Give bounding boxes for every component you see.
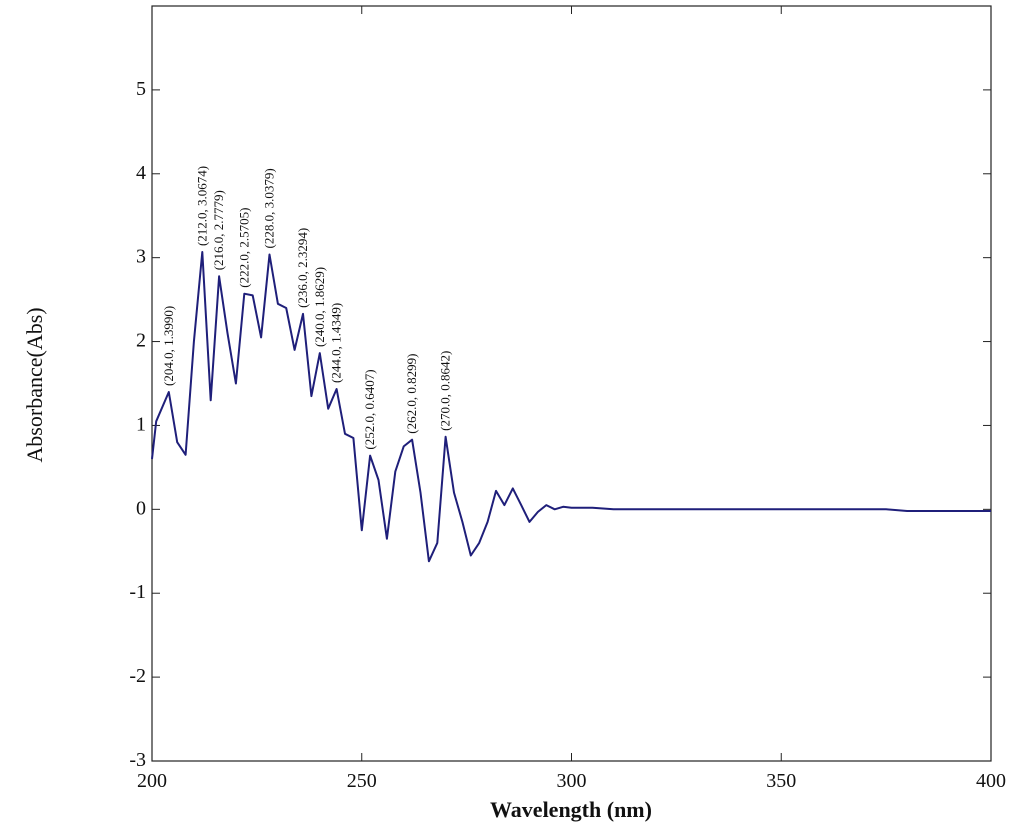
y-tick-label: -2 (129, 665, 146, 687)
peak-label: (212.0, 3.0674) (194, 166, 209, 246)
peak-label: (240.0, 1.8629) (312, 267, 327, 347)
x-tick-label: 200 (137, 770, 167, 792)
peak-annotations: (204.0, 1.3990) (212.0, 3.0674) (216.0, 2.… (161, 166, 453, 450)
y-tick-label: -3 (129, 749, 146, 771)
x-tick-label: 250 (347, 770, 377, 792)
peak-label: (262.0, 0.8299) (404, 354, 419, 434)
peak-label: (270.0, 0.8642) (438, 351, 453, 431)
peak-label: (222.0, 2.5705) (236, 208, 251, 288)
plot-frame (151, 5, 992, 762)
axis-ticks (151, 6, 992, 762)
absorbance-series-line (151, 251, 991, 563)
x-tick-label: 400 (976, 770, 1006, 792)
peak-label: (216.0, 2.7779) (211, 190, 226, 270)
peak-label: (236.0, 2.3294) (295, 228, 310, 308)
y-tick-label: -1 (129, 581, 146, 603)
y-axis-title: Absorbance(Abs) (22, 307, 47, 462)
y-tick-label: 3 (136, 246, 146, 268)
y-tick-label: 4 (136, 162, 146, 184)
y-tick-label: 1 (136, 413, 146, 435)
peak-label: (204.0, 1.3990) (161, 306, 176, 386)
y-tick-label: 2 (136, 330, 146, 352)
y-tick-label: 5 (136, 78, 146, 100)
peak-label: (252.0, 0.6407) (362, 369, 377, 449)
y-tick-label: 0 (136, 497, 146, 519)
peak-label: (244.0, 1.4349) (329, 303, 344, 383)
x-axis-title: Wavelength (nm) (490, 797, 652, 822)
peak-label: (228.0, 3.0379) (261, 168, 276, 248)
x-tick-label: 300 (557, 770, 587, 792)
axis-tick-labels: 200 250 300 350 400 -3 -2 -1 0 1 2 3 4 5 (129, 78, 1006, 792)
x-tick-label: 350 (766, 770, 796, 792)
